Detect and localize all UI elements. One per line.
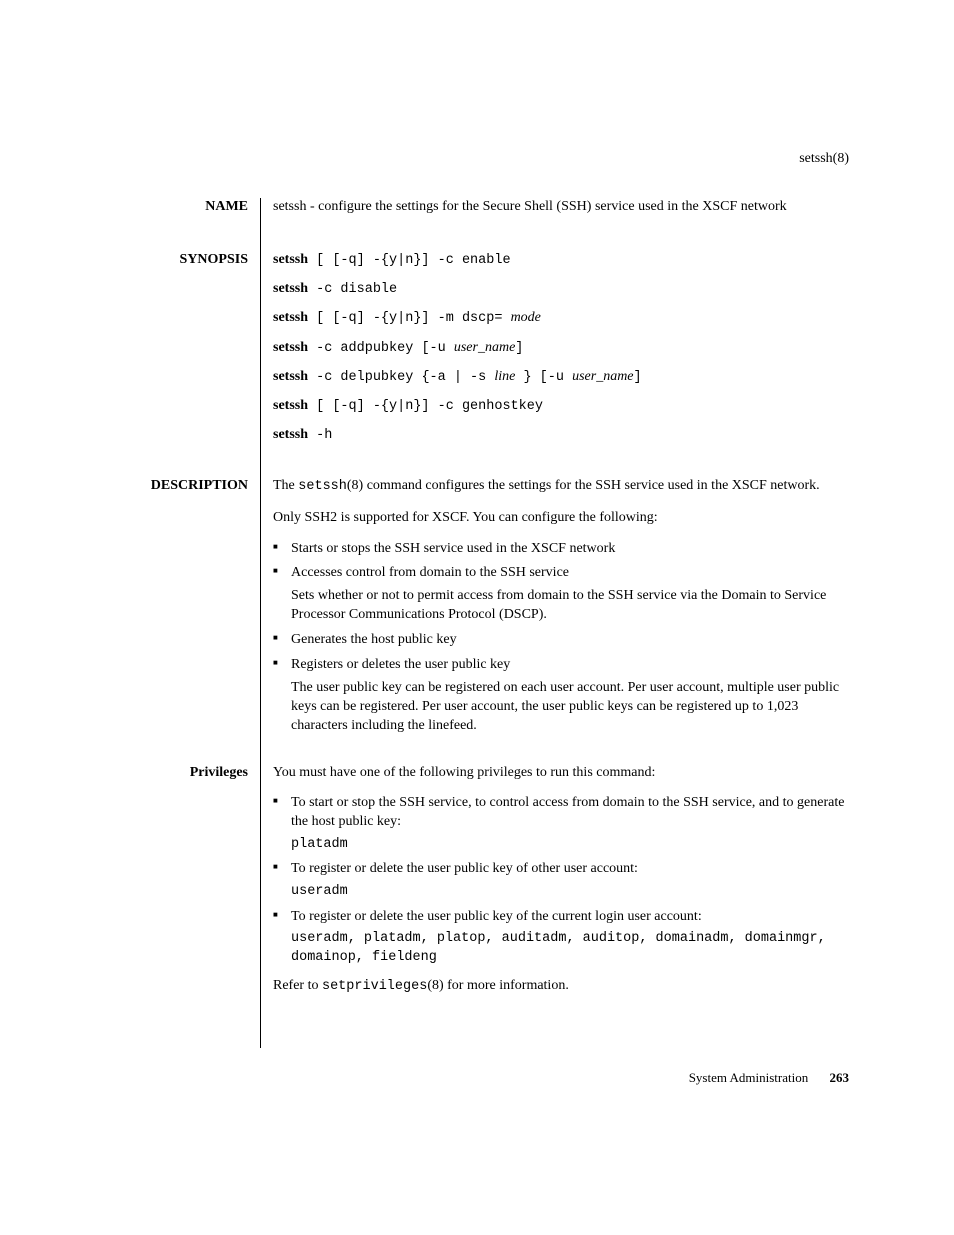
syn-line-5: setssh -c delpubkey {-a | -s line } [-u … (273, 368, 849, 387)
label-name: NAME (115, 198, 260, 217)
syn-args: [-u (413, 341, 454, 356)
header-page-ref: setssh(8) (799, 150, 849, 169)
footer: System Administration 263 (689, 1069, 849, 1087)
desc-p1cmd: setssh (298, 479, 347, 494)
syn-cmd: setssh (273, 252, 308, 267)
footer-page-number: 263 (830, 1070, 850, 1085)
priv-list: To start or stop the SSH service, to con… (273, 794, 849, 966)
priv-p2cmd: setprivileges (322, 979, 427, 994)
syn-ital: mode (511, 310, 541, 325)
body-privileges: You must have one of the following privi… (260, 764, 849, 1049)
syn-cmd: setssh (273, 427, 308, 442)
label-synopsis: SYNOPSIS (115, 251, 260, 270)
priv-b1: To start or stop the SSH service, to con… (273, 794, 849, 854)
name-text: setssh - configure the settings for the … (273, 198, 849, 217)
syn-line-7: setssh -h (273, 426, 849, 445)
syn-ital: user_name (572, 369, 633, 384)
priv-b1-code: platadm (291, 836, 849, 854)
priv-p2a: Refer to (273, 978, 322, 993)
syn-args: ] (634, 370, 642, 385)
syn-line-3: setssh [ [-q] -{y|n}] -m dscp= mode (273, 309, 849, 328)
section-description: DESCRIPTION The setssh(8) command config… (115, 477, 849, 763)
priv-p2: Refer to setprivileges(8) for more infor… (273, 977, 849, 996)
content: NAME setssh - configure the settings for… (115, 198, 849, 1048)
syn-cmd: setssh (273, 310, 308, 325)
priv-b2-text: To register or delete the user public ke… (291, 861, 638, 876)
syn-line-6: setssh [ [-q] -{y|n}] -c genhostkey (273, 397, 849, 416)
syn-args: ] (515, 341, 523, 356)
priv-b2-code: useradm (291, 883, 849, 901)
desc-b2-sub: Sets whether or not to permit access fro… (291, 587, 849, 625)
syn-args: -h (308, 428, 332, 443)
desc-p1: The setssh(8) command configures the set… (273, 477, 849, 496)
syn-ital: user_name (454, 340, 515, 355)
desc-b2: Accesses control from domain to the SSH … (273, 564, 849, 625)
syn-args: [ [-q] -{y|n}] -m dscp= (308, 311, 511, 326)
priv-p2b: (8) for more information. (427, 978, 569, 993)
syn-args: } [-u (515, 370, 572, 385)
priv-b3-code: useradm, platadm, platop, auditadm, audi… (291, 930, 849, 966)
priv-b3: To register or delete the user public ke… (273, 908, 849, 967)
syn-args: [ [-q] -{y|n}] -c genhostkey (308, 399, 543, 414)
label-description: DESCRIPTION (115, 477, 260, 496)
syn-cmd: setssh (273, 281, 308, 296)
body-synopsis: setssh [ [-q] -{y|n}] -c enable setssh -… (260, 251, 849, 478)
desc-p1b: (8) command configures the settings for … (347, 478, 820, 493)
desc-b2-text: Accesses control from domain to the SSH … (291, 565, 569, 580)
syn-line-2: setssh -c disable (273, 280, 849, 299)
syn-args: [ [-q] -{y|n}] -c enable (308, 253, 511, 268)
priv-p1: You must have one of the following privi… (273, 764, 849, 783)
body-name: setssh - configure the settings for the … (260, 198, 849, 251)
footer-text: System Administration (689, 1070, 809, 1085)
desc-b3-text: Generates the host public key (291, 632, 457, 647)
man-page: setssh(8) NAME setssh - configure the se… (0, 0, 954, 1235)
syn-line-4: setssh -c addpubkey [-u user_name] (273, 339, 849, 358)
section-privileges: Privileges You must have one of the foll… (115, 764, 849, 1049)
desc-b4: Registers or deletes the user public key… (273, 656, 849, 736)
desc-b1: Starts or stops the SSH service used in … (273, 540, 849, 559)
syn-args: -c addpubkey (308, 341, 413, 356)
syn-args: {-a | -s (413, 370, 494, 385)
syn-args: -c disable (308, 282, 397, 297)
syn-ital: line (494, 369, 515, 384)
syn-line-1: setssh [ [-q] -{y|n}] -c enable (273, 251, 849, 270)
priv-b1-text: To start or stop the SSH service, to con… (291, 795, 844, 829)
syn-cmd: setssh (273, 340, 308, 355)
section-name: NAME setssh - configure the settings for… (115, 198, 849, 251)
desc-p2: Only SSH2 is supported for XSCF. You can… (273, 509, 849, 528)
desc-b4-sub: The user public key can be registered on… (291, 679, 849, 736)
syn-args: -c delpubkey (308, 370, 413, 385)
body-description: The setssh(8) command configures the set… (260, 477, 849, 763)
desc-b3: Generates the host public key (273, 631, 849, 650)
desc-b1-text: Starts or stops the SSH service used in … (291, 541, 615, 556)
section-synopsis: SYNOPSIS setssh [ [-q] -{y|n}] -c enable… (115, 251, 849, 478)
label-privileges: Privileges (115, 764, 260, 783)
priv-b2: To register or delete the user public ke… (273, 860, 849, 901)
syn-cmd: setssh (273, 369, 308, 384)
desc-list: Starts or stops the SSH service used in … (273, 540, 849, 736)
desc-p1a: The (273, 478, 298, 493)
priv-b3-text: To register or delete the user public ke… (291, 909, 702, 924)
desc-b4-text: Registers or deletes the user public key (291, 657, 510, 672)
syn-cmd: setssh (273, 398, 308, 413)
